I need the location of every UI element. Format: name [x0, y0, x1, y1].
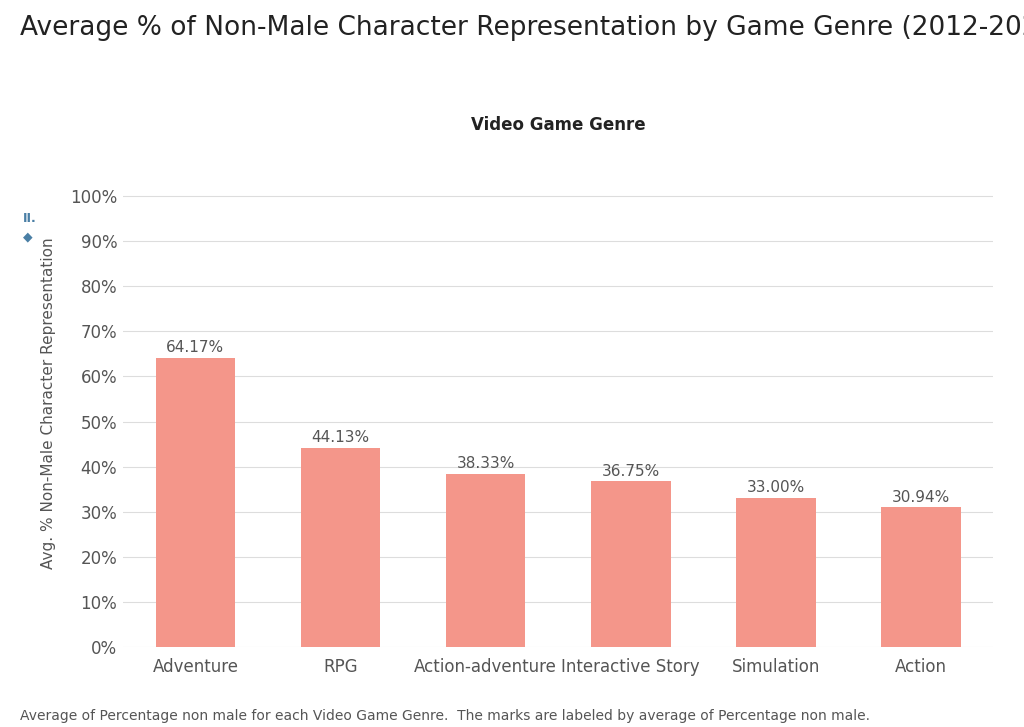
Text: 36.75%: 36.75%: [601, 464, 659, 478]
Text: Average % of Non-Male Character Representation by Game Genre (2012-2022): Average % of Non-Male Character Represen…: [20, 15, 1024, 41]
Bar: [736, 498, 815, 647]
Text: Video Game Genre: Video Game Genre: [471, 116, 645, 134]
Text: ◆: ◆: [23, 230, 32, 244]
Text: 33.00%: 33.00%: [746, 481, 805, 496]
Text: II.: II.: [23, 212, 36, 225]
Text: Average of Percentage non male for each Video Game Genre.  The marks are labeled: Average of Percentage non male for each …: [20, 710, 870, 723]
Bar: [156, 358, 236, 647]
Text: 64.17%: 64.17%: [166, 340, 224, 355]
Text: 30.94%: 30.94%: [892, 490, 950, 505]
Bar: [445, 474, 525, 647]
Bar: [591, 481, 671, 647]
Text: 44.13%: 44.13%: [311, 430, 370, 446]
Text: 38.33%: 38.33%: [457, 457, 515, 471]
Bar: [881, 507, 961, 647]
Bar: [301, 448, 380, 647]
Y-axis label: Avg. % Non-Male Character Representation: Avg. % Non-Male Character Representation: [41, 238, 56, 569]
